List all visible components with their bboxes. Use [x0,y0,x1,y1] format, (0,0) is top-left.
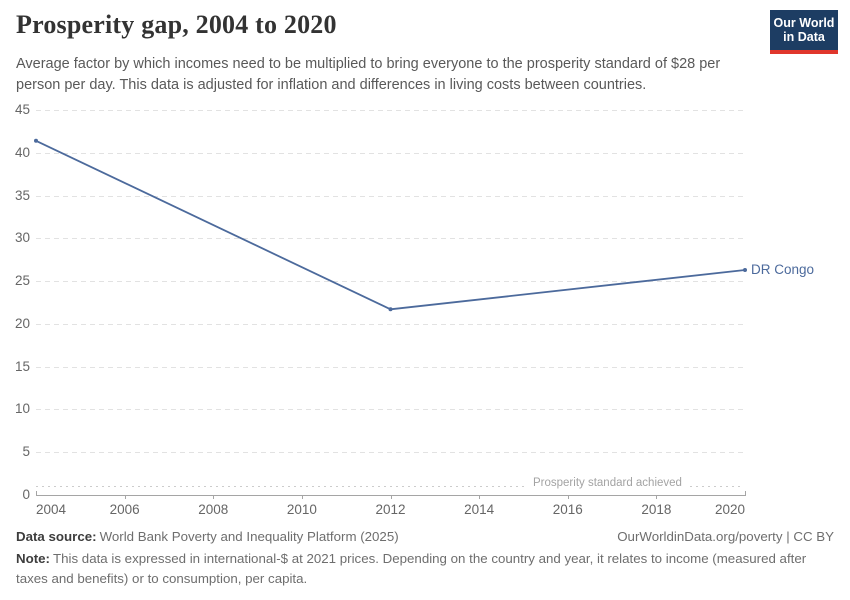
series-label-dr-congo: DR Congo [751,261,815,277]
x-axis-line [36,495,746,496]
footer-note: Note: This data is expressed in internati… [16,549,828,589]
data-source-value: World Bank Poverty and Inequality Platfo… [99,529,399,544]
page-title: Prosperity gap, 2004 to 2020 [16,10,337,39]
footer-source-row: Data source: World Bank Poverty and Inequ… [16,528,834,545]
owid-logo: Our World in Data [770,10,838,54]
prosperity-standard-line [36,486,741,487]
owid-license-link[interactable]: OurWorldinData.org/poverty | CC BY [617,529,834,544]
note-label: Note: [16,551,50,566]
data-source-label: Data source: [16,529,97,544]
owid-logo-line1: Our World [773,16,835,30]
owid-logo-line2: in Data [783,30,825,44]
chart-subtitle: Average factor by which incomes need to … [16,56,721,93]
prosperity-standard-label: Prosperity standard achieved [527,477,688,490]
data-source: Data source: World Bank Poverty and Inequ… [16,528,399,545]
note-text: This data is expressed in international-… [16,551,807,586]
